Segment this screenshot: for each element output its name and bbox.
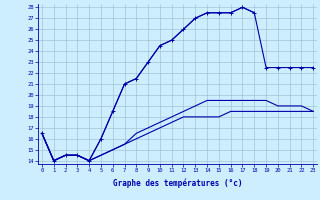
X-axis label: Graphe des températures (°c): Graphe des températures (°c) xyxy=(113,179,242,188)
